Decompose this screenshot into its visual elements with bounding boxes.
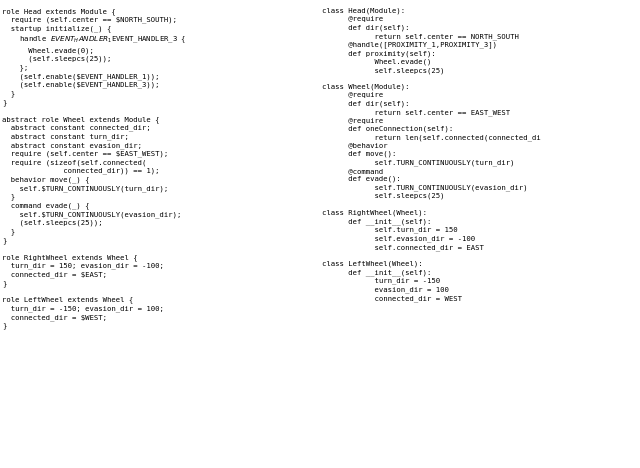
Text: role Head extends Module {
  require (self.center == $NORTH_SOUTH);
  startup in: role Head extends Module { require (self… bbox=[2, 8, 186, 329]
Text: class Head(Module):
      @require
      def dir(self):
            return self.: class Head(Module): @require def dir(sel… bbox=[322, 8, 541, 301]
